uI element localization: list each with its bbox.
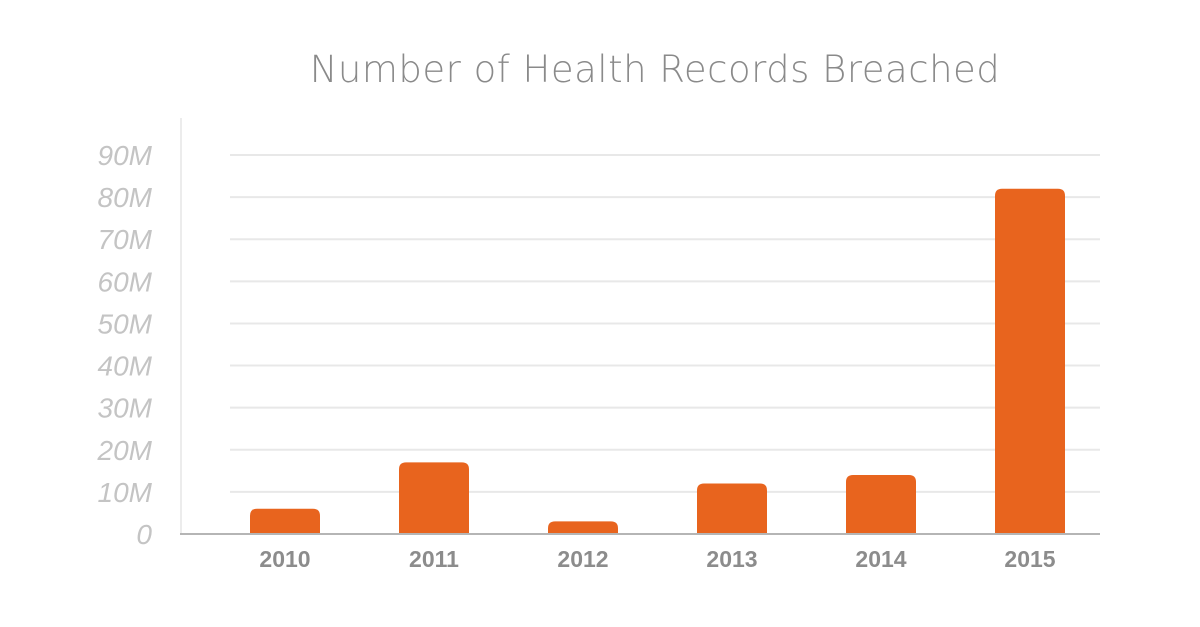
bar-2013	[697, 483, 767, 534]
y-tick-label: 60M	[98, 266, 153, 297]
x-tick-label: 2015	[1004, 546, 1055, 572]
x-axis-ticks: 2010 2011 2012 2013 2014 2015	[259, 546, 1055, 572]
y-tick-label: 0	[136, 519, 152, 550]
y-axis-ticks: 0 10M 20M 30M 40M 50M 60M 70M 80M 90M	[97, 140, 153, 550]
x-tick-label: 2011	[409, 546, 459, 572]
bar-2014	[846, 475, 916, 534]
y-tick-label: 70M	[98, 224, 153, 255]
y-tick-label: 10M	[98, 477, 153, 508]
chart-title: Number of Health Records Breached	[309, 48, 1001, 91]
bar-2015	[995, 188, 1065, 534]
bars	[250, 188, 1065, 534]
x-tick-label: 2013	[706, 546, 757, 572]
y-tick-label: 20M	[97, 435, 153, 466]
y-tick-label: 50M	[98, 308, 153, 339]
x-tick-label: 2012	[557, 546, 608, 572]
x-tick-label: 2010	[259, 546, 310, 572]
bar-2011	[399, 462, 469, 534]
y-tick-label: 80M	[98, 182, 153, 213]
bar-2010	[250, 508, 320, 534]
y-tick-label: 40M	[98, 351, 153, 382]
y-tick-label: 30M	[98, 393, 153, 424]
x-tick-label: 2014	[855, 546, 906, 572]
y-tick-label: 90M	[98, 140, 153, 171]
gridlines	[230, 154, 1100, 493]
bar-2012	[548, 521, 618, 534]
